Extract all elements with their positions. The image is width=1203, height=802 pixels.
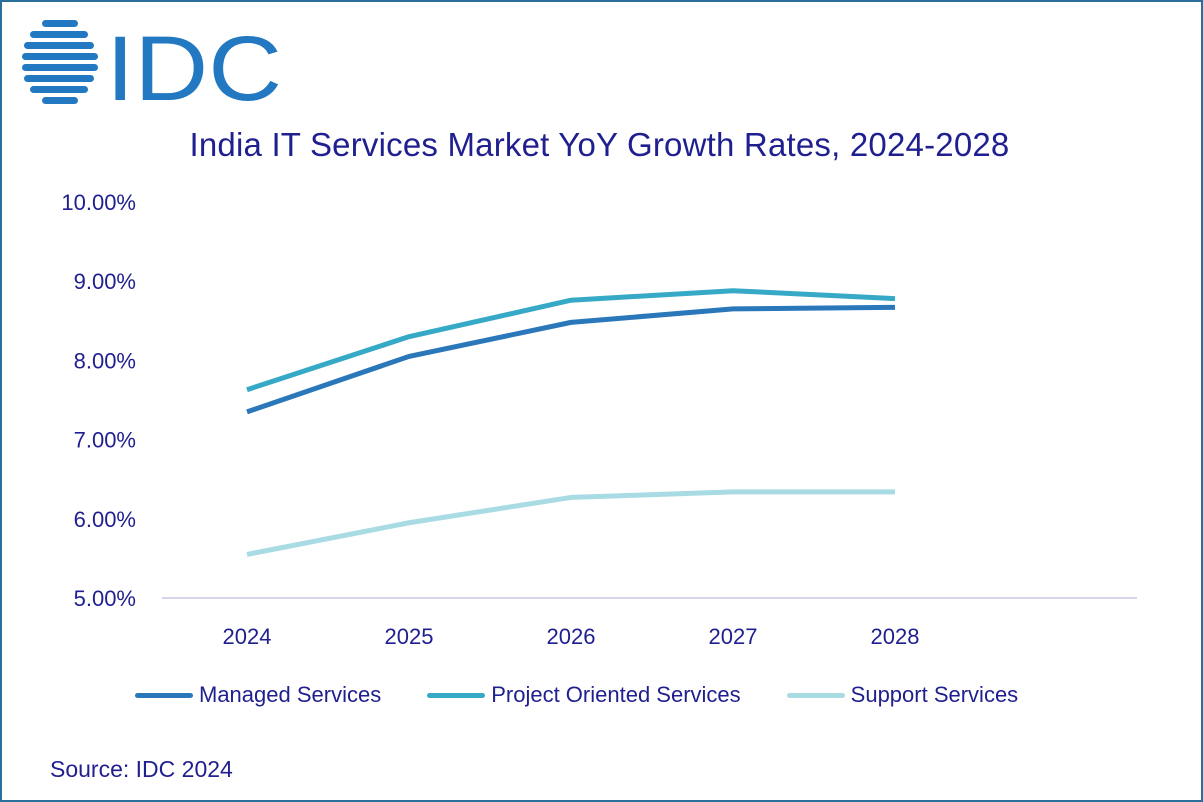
x-tick-label: 2026: [547, 624, 596, 649]
series-line-3: [246, 489, 895, 557]
y-tick-label: 7.00%: [74, 428, 136, 453]
x-tick-label: 2024: [223, 624, 272, 649]
idc-logo: IDC: [22, 18, 282, 106]
series-line-2: [246, 288, 896, 393]
y-tick-label: 8.00%: [74, 348, 136, 373]
legend-item: Project Oriented Services: [427, 682, 741, 708]
y-tick-label: 9.00%: [74, 269, 136, 294]
legend-label: Project Oriented Services: [491, 682, 741, 707]
legend-item: Managed Services: [135, 682, 381, 708]
y-tick-label: 6.00%: [74, 507, 136, 532]
legend-swatch: [786, 692, 845, 698]
y-tick-label: 10.00%: [61, 190, 136, 215]
x-tick-label: 2027: [709, 624, 758, 649]
legend-label: Support Services: [850, 682, 1019, 707]
idc-logo-globe-icon: [22, 20, 98, 104]
x-tick-label: 2028: [871, 624, 920, 649]
idc-logo-text: IDC: [106, 18, 282, 106]
chart-title: India IT Services Market YoY Growth Rate…: [189, 126, 1010, 163]
legend-swatch: [427, 692, 486, 698]
x-tick-label: 2025: [385, 624, 434, 649]
legend-swatch: [135, 692, 193, 698]
y-tick-label: 5.00%: [74, 586, 136, 611]
chart-legend: Managed Services Project Oriented Service…: [135, 678, 1064, 712]
legend-label: Managed Services: [199, 682, 382, 707]
source-note: Source: IDC 2024: [50, 756, 233, 782]
legend-item: Support Services: [786, 682, 1019, 708]
